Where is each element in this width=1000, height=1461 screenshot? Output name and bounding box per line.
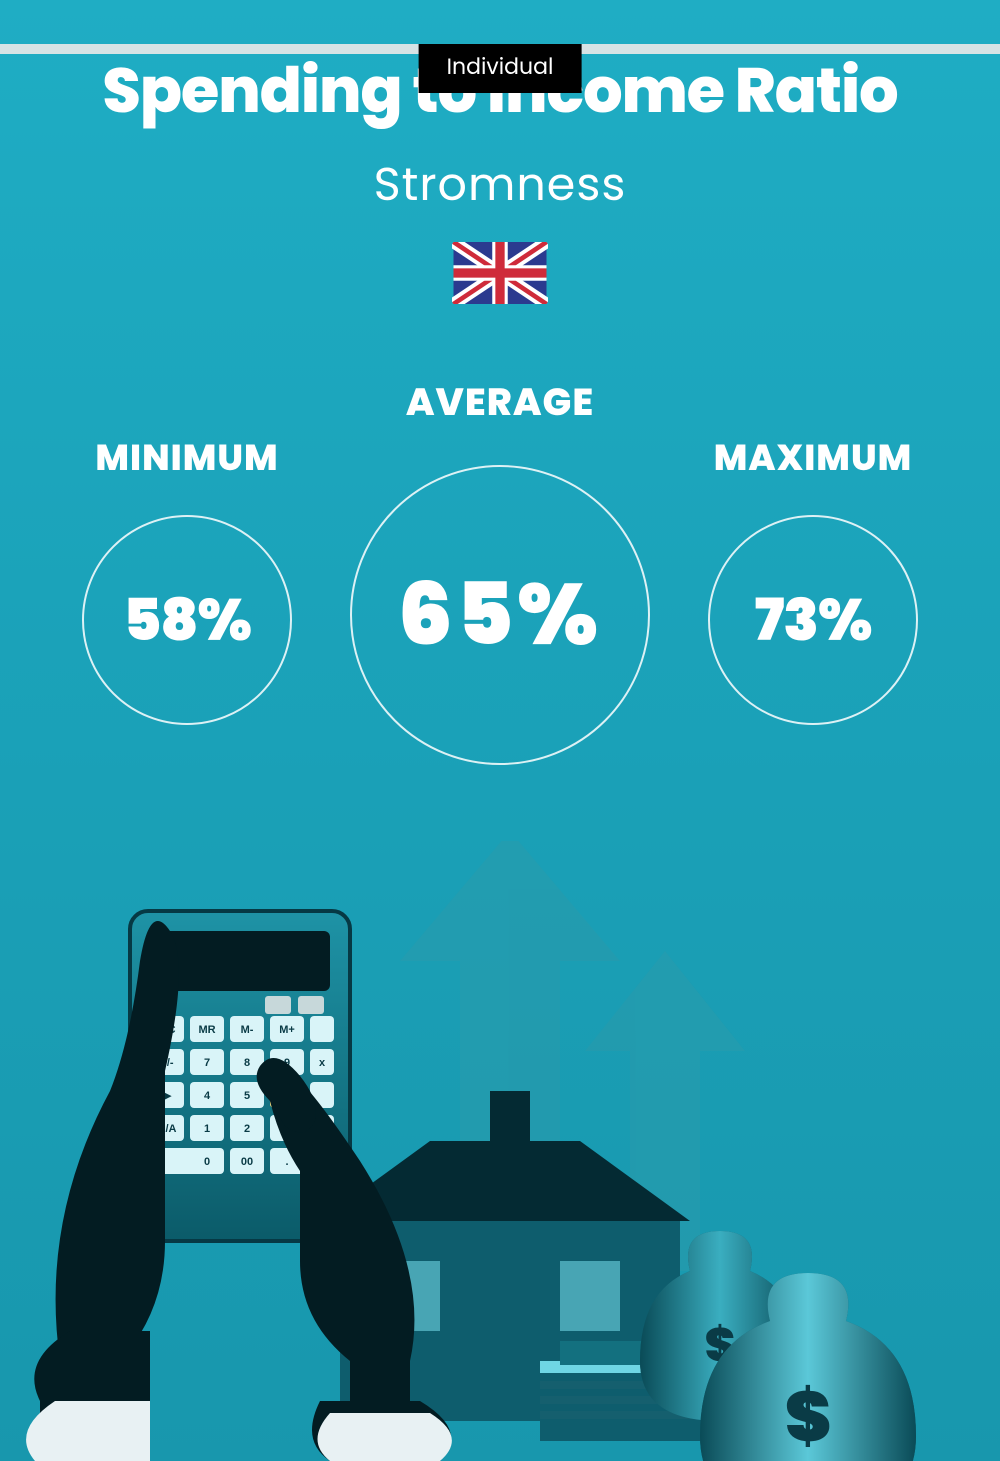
stats-row: MINIMUM 58% AVERAGE 65% MAXIMUM 73% [0,374,1000,765]
stat-average-label: AVERAGE [350,374,650,431]
stat-minimum-circle: 58% [82,515,292,725]
svg-text:MR: MR [198,1024,215,1036]
stat-average: AVERAGE 65% [350,374,650,765]
stat-maximum-value: 73% [755,577,872,664]
svg-text:8: 8 [244,1057,250,1069]
stat-average-circle: 65% [350,465,650,765]
svg-text:M+: M+ [279,1024,295,1036]
svg-text:5: 5 [244,1090,250,1102]
category-badge: Individual [419,44,582,93]
svg-text:7: 7 [204,1057,210,1069]
svg-text:00: 00 [241,1156,253,1168]
stat-maximum: MAXIMUM 73% [708,430,918,725]
stat-maximum-circle: 73% [708,515,918,725]
finance-illustration: $ $ [0,841,1000,1461]
stat-average-value: 65% [398,551,602,680]
svg-text:.: . [285,1156,288,1168]
stat-minimum: MINIMUM 58% [82,430,292,725]
stat-maximum-label: MAXIMUM [708,430,918,485]
svg-text:2: 2 [244,1123,250,1135]
svg-text:4: 4 [204,1090,211,1102]
stat-minimum-value: 58% [123,577,251,664]
svg-text:x: x [319,1057,326,1069]
svg-text:0: 0 [204,1156,210,1168]
flag-container [0,242,1000,304]
uk-flag-icon [452,242,548,304]
svg-text:M-: M- [241,1024,254,1036]
svg-text:1: 1 [204,1123,210,1135]
location-subtitle: Stromness [0,151,1000,220]
stat-minimum-label: MINIMUM [82,430,292,485]
svg-text:$: $ [785,1367,832,1461]
